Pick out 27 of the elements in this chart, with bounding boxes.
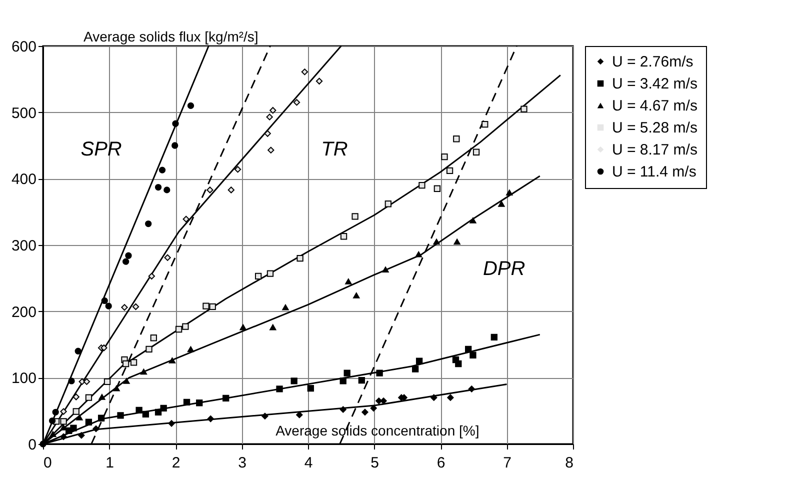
- x-tick-label: 8: [565, 454, 574, 472]
- y-tick-label: 400: [11, 171, 36, 188]
- x-tick-label: 1: [106, 454, 114, 472]
- legend-label: U = 11.4 m/s: [612, 164, 696, 180]
- y-tick-label: 200: [11, 304, 36, 321]
- x-tick-label: 2: [172, 454, 180, 472]
- y-tick-label: 100: [11, 370, 36, 388]
- y-tick-label: 600: [11, 38, 36, 56]
- legend-label: U = 2.76m/s: [612, 54, 694, 70]
- annotation: TR: [321, 138, 348, 160]
- x-axis-title: Average solids concentration [%]: [276, 422, 480, 438]
- y-axis-title: Average solids flux [kg/m²/s]: [84, 28, 258, 44]
- x-tick-label: 3: [238, 454, 246, 472]
- y-tick-label: 0: [28, 436, 36, 454]
- annotation: SPR: [80, 138, 122, 160]
- x-tick-label: 0: [44, 454, 52, 472]
- annotation: DPR: [482, 258, 526, 280]
- y-tick-label: 300: [11, 238, 36, 254]
- legend-label: U = 4.67 m/s: [612, 98, 698, 114]
- x-tick-label: 5: [370, 454, 379, 472]
- y-tick-label: 500: [11, 104, 36, 122]
- legend-label: U = 5.28 m/s: [612, 120, 698, 136]
- x-tick-label: 6: [436, 454, 446, 472]
- legend-label: U = 3.42 m/s: [612, 76, 698, 92]
- legend-label: U = 8.17 m/s: [612, 142, 698, 158]
- x-tick-label: 4: [304, 454, 313, 472]
- x-tick-label: 7: [503, 454, 512, 472]
